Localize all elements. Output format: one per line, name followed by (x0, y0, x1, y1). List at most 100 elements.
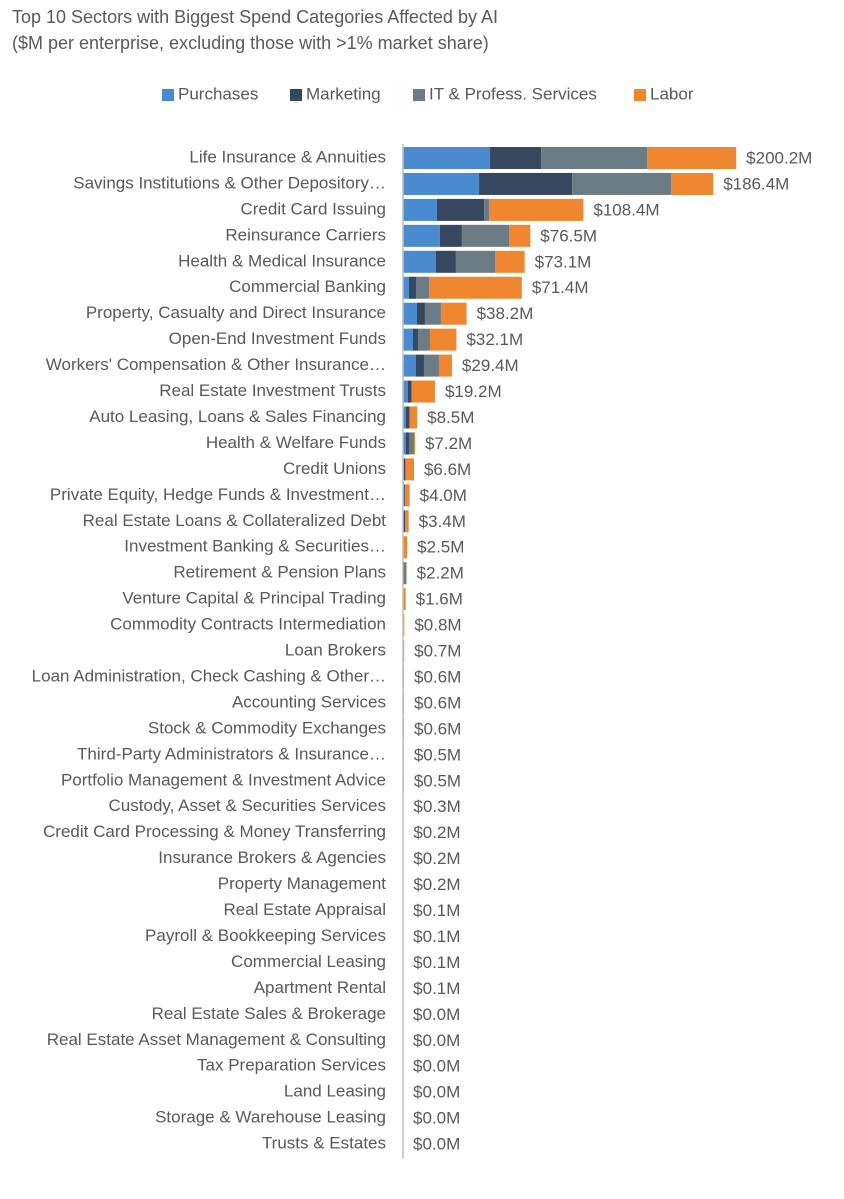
y-tick-label: Accounting Services (232, 692, 386, 711)
bar-segment (405, 484, 410, 506)
y-tick-label: Credit Card Processing & Money Transferr… (43, 822, 386, 841)
bar-segment (417, 303, 425, 325)
bar-segment (424, 355, 439, 377)
bar-segment (456, 251, 495, 273)
total-label: $8.5M (427, 408, 474, 427)
legend-swatch (413, 89, 425, 101)
bar-segment (409, 407, 410, 429)
total-label: $1.6M (416, 590, 463, 609)
y-tick-label: Stock & Commodity Exchanges (148, 718, 386, 737)
legend-swatch (634, 89, 646, 101)
bar-segment (430, 329, 456, 351)
total-label: $32.1M (466, 330, 523, 349)
y-tick-label: Auto Leasing, Loans & Sales Financing (89, 407, 386, 426)
bar-segment (462, 225, 509, 247)
bar-segment (418, 329, 430, 351)
bar-segment (404, 458, 405, 480)
y-tick-label: Commercial Leasing (231, 952, 386, 971)
y-tick-label: Commercial Banking (229, 277, 386, 296)
total-label: $38.2M (477, 304, 534, 323)
bar-segment (405, 510, 408, 532)
total-label: $0.3M (413, 797, 460, 816)
y-tick-label: Real Estate Sales & Brokerage (152, 1004, 386, 1023)
y-tick-label: Credit Unions (283, 459, 386, 478)
bar-segment (416, 355, 424, 377)
bar-segment (416, 277, 429, 299)
bar-segment (404, 536, 407, 558)
y-tick-label: Venture Capital & Principal Trading (122, 589, 386, 608)
bar-segment (495, 251, 525, 273)
y-tick-label: Health & Medical Insurance (178, 251, 386, 270)
legend-swatch (162, 89, 174, 101)
total-label: $0.8M (414, 616, 461, 635)
bar-segment (403, 329, 413, 351)
bar-segment (403, 588, 405, 610)
bar-segment (425, 303, 441, 325)
y-tick-label: Health & Welfare Funds (206, 433, 386, 452)
total-label: $71.4M (532, 278, 589, 297)
y-tick-label: Apartment Rental (254, 978, 386, 997)
y-tick-label: Private Equity, Hedge Funds & Investment… (50, 485, 386, 504)
bar-segment (489, 199, 583, 221)
y-tick-label: Real Estate Investment Trusts (159, 381, 386, 400)
total-label: $0.2M (413, 875, 460, 894)
bar-segment (410, 407, 417, 429)
bar-segment (403, 147, 490, 169)
total-label: $0.1M (413, 979, 460, 998)
total-label: $4.0M (420, 486, 467, 505)
legend-label: Marketing (306, 84, 381, 103)
total-label: $2.2M (417, 564, 464, 583)
bar-segment (437, 199, 484, 221)
y-tick-label: Insurance Brokers & Agencies (158, 848, 386, 867)
y-tick-label: Open-End Investment Funds (169, 329, 386, 348)
bar-segment (403, 173, 479, 195)
total-label: $0.1M (413, 901, 460, 920)
bar-segment (479, 173, 572, 195)
y-tick-label: Land Leasing (284, 1082, 386, 1101)
total-label: $108.4M (593, 200, 659, 219)
total-label: $0.2M (413, 823, 460, 842)
total-label: $0.0M (413, 1109, 460, 1128)
bar-segment (403, 199, 437, 221)
bar-segment (403, 303, 417, 325)
bar-segment (647, 147, 736, 169)
bar-segment (406, 407, 409, 429)
bar-segment (436, 251, 456, 273)
total-label: $0.6M (414, 693, 461, 712)
bar-segment (413, 329, 418, 351)
total-label: $0.2M (413, 849, 460, 868)
bar-segment (403, 277, 409, 299)
bar-segment (404, 562, 406, 584)
y-tick-label: Real Estate Asset Management & Consultin… (47, 1030, 386, 1049)
legend-label: IT & Profess. Services (429, 84, 597, 103)
y-tick-label: Retirement & Pension Plans (173, 563, 386, 582)
total-label: $0.0M (413, 1057, 460, 1076)
y-tick-label: Life Insurance & Annuities (189, 147, 386, 166)
y-tick-label: Payroll & Bookkeeping Services (145, 926, 386, 945)
y-tick-label: Custody, Asset & Securities Services (109, 796, 386, 815)
bar-segment (572, 173, 671, 195)
bar-segment (409, 432, 414, 454)
bar-segment (440, 225, 462, 247)
y-tick-label: Third-Party Administrators & Insurance… (77, 744, 386, 763)
total-label: $0.6M (414, 719, 461, 738)
bar-segment (414, 432, 415, 454)
y-tick-label: Savings Institutions & Other Depository… (73, 173, 386, 192)
y-tick-label: Real Estate Loans & Collateralized Debt (83, 511, 387, 530)
chart-subtitle: ($M per enterprise, excluding those with… (12, 33, 489, 53)
total-label: $7.2M (425, 434, 472, 453)
legend-swatch (290, 89, 302, 101)
total-label: $73.1M (535, 252, 592, 271)
bar-segment (409, 277, 416, 299)
bar-segment (412, 381, 435, 403)
legend-label: Purchases (178, 84, 258, 103)
chart-title: Top 10 Sectors with Biggest Spend Catego… (12, 7, 498, 27)
bar-segment (484, 199, 489, 221)
bar-segment (411, 381, 412, 403)
bar-segment (439, 355, 452, 377)
y-tick-label: Investment Banking & Securities… (124, 537, 386, 556)
y-tick-label: Property, Casualty and Direct Insurance (86, 303, 386, 322)
bar-segment (671, 173, 713, 195)
